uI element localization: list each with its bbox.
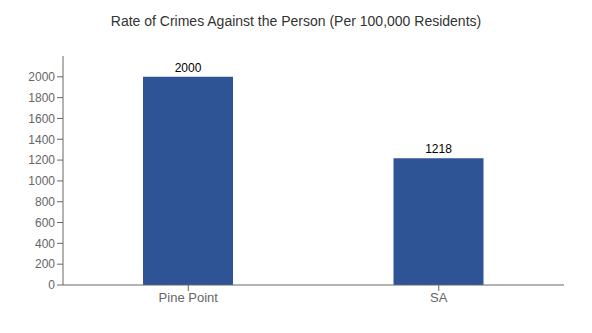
svg-text:400: 400	[35, 237, 55, 251]
svg-text:1000: 1000	[28, 174, 55, 188]
html-text:Rate of Crimes Against the Per: Rate of Crimes Against the Person (Per 1…	[110, 13, 482, 29]
svg-text:1800: 1800	[28, 91, 55, 105]
svg-text:2000: 2000	[28, 70, 55, 84]
svg-text:2000: 2000	[175, 61, 202, 75]
svg-text:600: 600	[35, 216, 55, 230]
svg-text:0: 0	[48, 278, 55, 292]
svg-text:1400: 1400	[28, 133, 55, 147]
svg-text:1200: 1200	[28, 153, 55, 167]
svg-text:1600: 1600	[28, 112, 55, 126]
svg-text:1218: 1218	[425, 142, 452, 156]
svg-text:Pine Point: Pine Point	[159, 290, 219, 305]
svg-text:SA: SA	[430, 290, 448, 305]
svg-text:800: 800	[35, 195, 55, 209]
svg-text:200: 200	[35, 257, 55, 271]
